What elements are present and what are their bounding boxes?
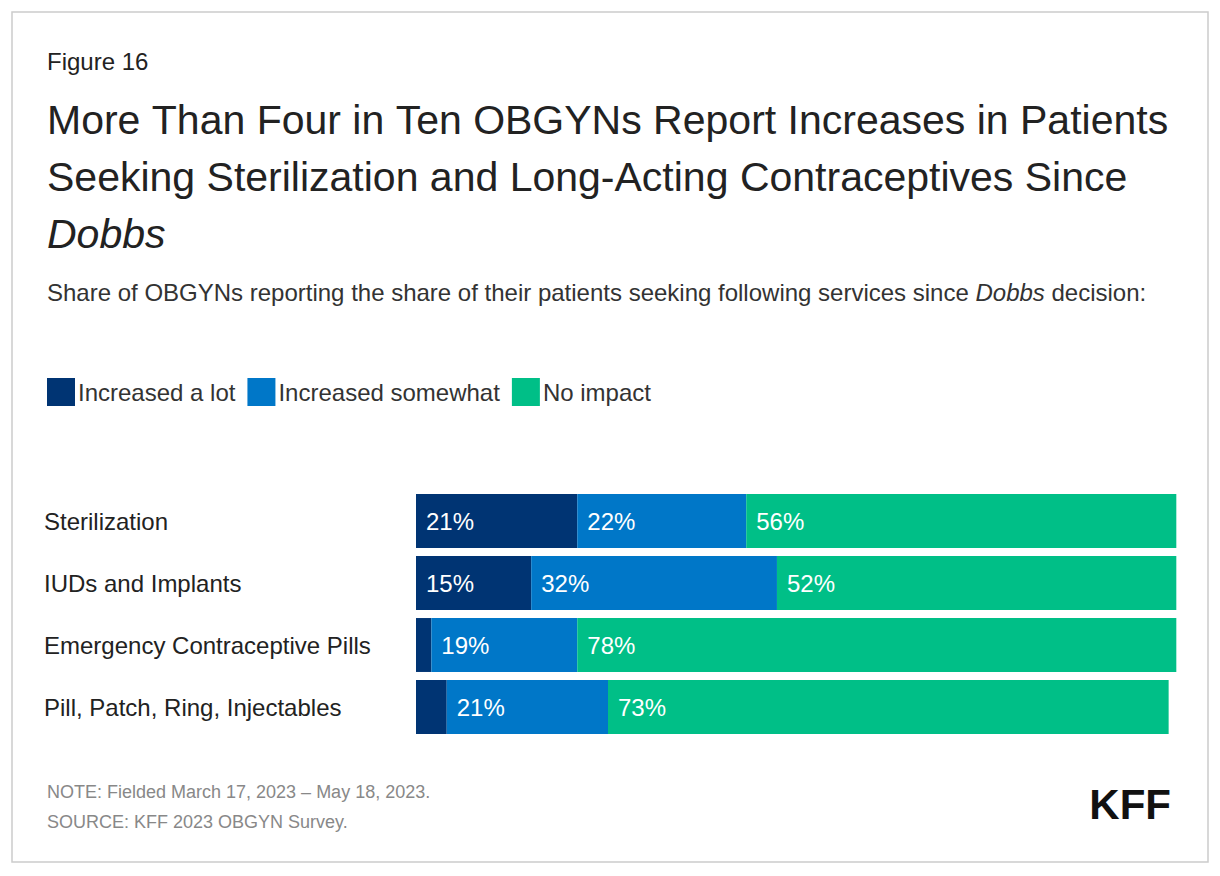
svg-text:services: services	[818, 279, 906, 306]
svg-text:Sterilization: Sterilization	[44, 508, 168, 535]
svg-text:Sterilization: Sterilization	[207, 154, 419, 200]
svg-text:OBGYNs: OBGYNs	[473, 97, 642, 143]
svg-text:Dobbs: Dobbs	[47, 211, 166, 257]
svg-text:56%: 56%	[756, 508, 804, 535]
svg-text:More: More	[47, 97, 140, 143]
svg-text:and: and	[430, 154, 498, 200]
svg-text:share: share	[391, 279, 451, 306]
svg-text:Since: Since	[1025, 154, 1128, 200]
svg-text:32%: 32%	[541, 570, 589, 597]
svg-text:22%: 22%	[587, 508, 635, 535]
svg-text:Increased somewhat: Increased somewhat	[278, 379, 500, 406]
svg-text:Dobbs: Dobbs	[975, 279, 1044, 306]
svg-text:decision:: decision:	[1052, 279, 1147, 306]
svg-text:15%: 15%	[426, 570, 474, 597]
svg-text:21%: 21%	[457, 694, 505, 721]
svg-text:OBGYNs: OBGYNs	[144, 279, 243, 306]
svg-text:seeking: seeking	[629, 279, 712, 306]
svg-text:52%: 52%	[787, 570, 835, 597]
svg-text:Ten: Ten	[396, 97, 462, 143]
svg-text:Contraceptives: Contraceptives	[740, 154, 1013, 200]
svg-text:78%: 78%	[587, 632, 635, 659]
svg-text:Emergency Contraceptive Pills: Emergency Contraceptive Pills	[44, 632, 371, 659]
svg-text:of: of	[458, 279, 478, 306]
svg-text:IUDs and Implants: IUDs and Implants	[44, 570, 241, 597]
svg-text:73%: 73%	[618, 694, 666, 721]
svg-text:19%: 19%	[441, 632, 489, 659]
svg-text:Than: Than	[152, 97, 245, 143]
svg-text:their: their	[485, 279, 532, 306]
svg-text:Figure 16: Figure 16	[47, 48, 148, 75]
svg-text:NOTE: Fielded March 17, 2023 –: NOTE: Fielded March 17, 2023 – May 18, 2…	[47, 782, 430, 802]
svg-text:Seeking: Seeking	[47, 154, 195, 200]
svg-text:SOURCE: KFF 2023 OBGYN Survey.: SOURCE: KFF 2023 OBGYN Survey.	[47, 812, 348, 832]
svg-text:KFF: KFF	[1089, 781, 1171, 828]
svg-text:Share: Share	[47, 279, 111, 306]
svg-text:in: in	[352, 97, 384, 143]
svg-text:reporting: reporting	[250, 279, 345, 306]
svg-text:21%: 21%	[426, 508, 474, 535]
svg-text:Long-Acting: Long-Acting	[510, 154, 729, 200]
svg-text:Pill, Patch, Ring, Injectables: Pill, Patch, Ring, Injectables	[44, 694, 341, 721]
svg-text:patients: patients	[538, 279, 622, 306]
svg-text:Increased a lot: Increased a lot	[78, 379, 236, 406]
svg-text:Patients: Patients	[1020, 97, 1168, 143]
svg-text:Increases: Increases	[788, 97, 966, 143]
svg-text:Four: Four	[257, 97, 341, 143]
svg-text:following: following	[718, 279, 811, 306]
svg-text:in: in	[977, 97, 1009, 143]
svg-text:since: since	[913, 279, 969, 306]
svg-text:of: of	[118, 279, 138, 306]
svg-text:No impact: No impact	[543, 379, 651, 406]
svg-text:Report: Report	[653, 97, 777, 143]
svg-text:the: the	[351, 279, 384, 306]
